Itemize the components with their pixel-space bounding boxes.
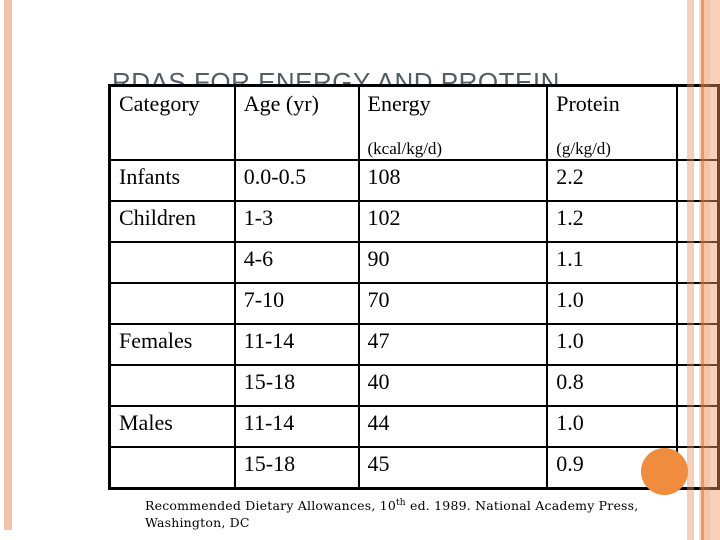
cell-energy: 45 xyxy=(357,446,549,490)
left-edge-stripe xyxy=(4,0,12,530)
table-row: 15-18 45 0.9 xyxy=(108,446,720,490)
header-cell-age: Age (yr) xyxy=(233,84,360,161)
cell-age: 7-10 xyxy=(233,282,360,325)
header-cell-category: Category xyxy=(108,84,236,161)
cell-spacer xyxy=(675,323,720,366)
header-label: Age (yr) xyxy=(243,91,319,116)
table-row: Males 11-14 44 1.0 xyxy=(108,405,720,448)
cell-energy: 47 xyxy=(357,323,549,366)
table-row: 15-18 40 0.8 xyxy=(108,364,720,407)
right-edge-stripe xyxy=(687,0,694,540)
cell-age: 15-18 xyxy=(233,364,360,407)
footnote-text: Recommended Dietary Allowances, 10 xyxy=(145,498,396,513)
header-cell-energy: Energy (kcal/kg/d) xyxy=(357,84,549,161)
cell-spacer xyxy=(675,200,720,243)
cell-category: Children xyxy=(108,200,236,243)
header-sublabel: (g/kg/d) xyxy=(556,139,611,158)
cell-age: 4-6 xyxy=(233,241,360,284)
cell-protein: 0.8 xyxy=(546,364,678,407)
table-row: 7-10 70 1.0 xyxy=(108,282,720,325)
cell-spacer xyxy=(675,405,720,448)
right-edge-stripe-dark-line xyxy=(701,0,704,540)
rda-table: Category Age (yr) Energy (kcal/kg/d) Pro… xyxy=(108,84,720,490)
cell-age: 15-18 xyxy=(233,446,360,490)
cell-spacer xyxy=(675,241,720,284)
cell-energy: 70 xyxy=(357,282,549,325)
footnote-superscript: th xyxy=(395,497,406,508)
cell-protein: 2.2 xyxy=(546,159,678,202)
header-sublabel: (kcal/kg/d) xyxy=(367,139,443,158)
accent-circle xyxy=(641,448,688,495)
right-edge-stripe xyxy=(710,0,720,540)
cell-category xyxy=(108,446,236,490)
cell-energy: 44 xyxy=(357,405,549,448)
cell-age: 11-14 xyxy=(233,405,360,448)
cell-age: 1-3 xyxy=(233,200,360,243)
cell-spacer xyxy=(675,159,720,202)
cell-energy: 40 xyxy=(357,364,549,407)
cell-age: 0.0-0.5 xyxy=(233,159,360,202)
cell-spacer xyxy=(675,364,720,407)
table-header-row: Category Age (yr) Energy (kcal/kg/d) Pro… xyxy=(108,84,720,161)
header-label: Protein xyxy=(556,91,620,116)
cell-category: Females xyxy=(108,323,236,366)
cell-category: Males xyxy=(108,405,236,448)
table-row: Females 11-14 47 1.0 xyxy=(108,323,720,366)
header-cell-protein: Protein (g/kg/d) xyxy=(546,84,678,161)
cell-energy: 108 xyxy=(357,159,549,202)
right-edge-stripe xyxy=(699,0,701,540)
header-cell-spacer xyxy=(675,84,720,161)
cell-spacer xyxy=(675,282,720,325)
cell-category xyxy=(108,282,236,325)
cell-protein: 1.2 xyxy=(546,200,678,243)
header-label: Energy xyxy=(367,91,431,116)
table-row: 4-6 90 1.1 xyxy=(108,241,720,284)
cell-category xyxy=(108,241,236,284)
cell-protein: 1.1 xyxy=(546,241,678,284)
cell-energy: 102 xyxy=(357,200,549,243)
cell-category: Infants xyxy=(108,159,236,202)
cell-protein: 1.0 xyxy=(546,282,678,325)
cell-energy: 90 xyxy=(357,241,549,284)
cell-protein: 1.0 xyxy=(546,323,678,366)
table-row: Children 1-3 102 1.2 xyxy=(108,200,720,243)
cell-age: 11-14 xyxy=(233,323,360,366)
header-label: Category xyxy=(119,91,200,116)
table-row: Infants 0.0-0.5 108 2.2 xyxy=(108,159,720,202)
footnote-text: ed. 1989. National Academy Press, xyxy=(405,498,639,513)
cell-category xyxy=(108,364,236,407)
right-edge-stripe xyxy=(704,0,710,540)
footnote-text-line2: Washington, DC xyxy=(145,515,250,530)
source-footnote: Recommended Dietary Allowances, 10th ed.… xyxy=(145,497,690,531)
cell-protein: 1.0 xyxy=(546,405,678,448)
